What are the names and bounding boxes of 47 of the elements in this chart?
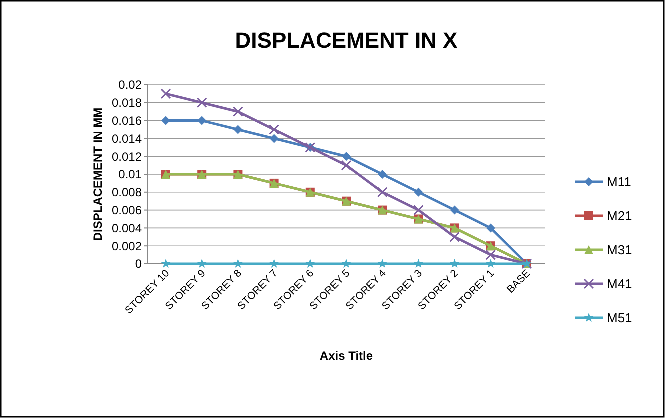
y-tick-label: 0.01 <box>118 168 142 182</box>
point <box>377 187 388 198</box>
y-tick-label: 0.014 <box>112 132 142 146</box>
point <box>450 206 460 215</box>
legend-label: M31 <box>607 242 632 258</box>
x-axis-title: Axis Title <box>320 349 374 363</box>
point <box>342 152 351 162</box>
point <box>197 259 207 268</box>
point <box>414 188 424 197</box>
point <box>414 259 424 268</box>
point <box>198 116 207 126</box>
y-tick-label: 0.008 <box>112 186 142 200</box>
y-tick-label: 0.006 <box>112 204 142 218</box>
point <box>413 205 424 216</box>
point <box>270 259 280 268</box>
point <box>160 88 172 100</box>
y-tick-label: 0 <box>135 257 142 272</box>
point <box>234 125 243 134</box>
legend-label: M51 <box>607 310 632 326</box>
y-tick-label: 0.002 <box>112 239 142 254</box>
y-tick-label: 0.02 <box>118 78 142 92</box>
point <box>161 259 171 268</box>
point <box>232 106 244 118</box>
y-tick-label: 0.012 <box>112 150 142 164</box>
point <box>270 134 279 144</box>
point <box>486 250 496 260</box>
point <box>378 259 388 268</box>
point <box>269 124 280 135</box>
point <box>233 259 243 268</box>
point <box>450 232 460 242</box>
point <box>378 170 388 179</box>
legend-label: M21 <box>607 208 632 224</box>
legend-label: M11 <box>607 174 632 190</box>
chart-title: DISPLACEMENT IN X <box>235 28 458 53</box>
point <box>486 224 496 233</box>
point <box>306 259 316 268</box>
point <box>450 259 460 268</box>
point <box>341 160 352 171</box>
legend-label: M41 <box>607 276 632 292</box>
y-tick-label: 0.004 <box>112 221 142 236</box>
point <box>342 259 352 268</box>
point <box>162 116 170 126</box>
y-tick-label: 0.018 <box>112 96 142 110</box>
y-axis-title: DISPLACEMENT IN MM <box>91 108 105 242</box>
point <box>486 259 496 268</box>
point <box>196 98 208 108</box>
y-tick-label: 0.016 <box>112 114 142 128</box>
